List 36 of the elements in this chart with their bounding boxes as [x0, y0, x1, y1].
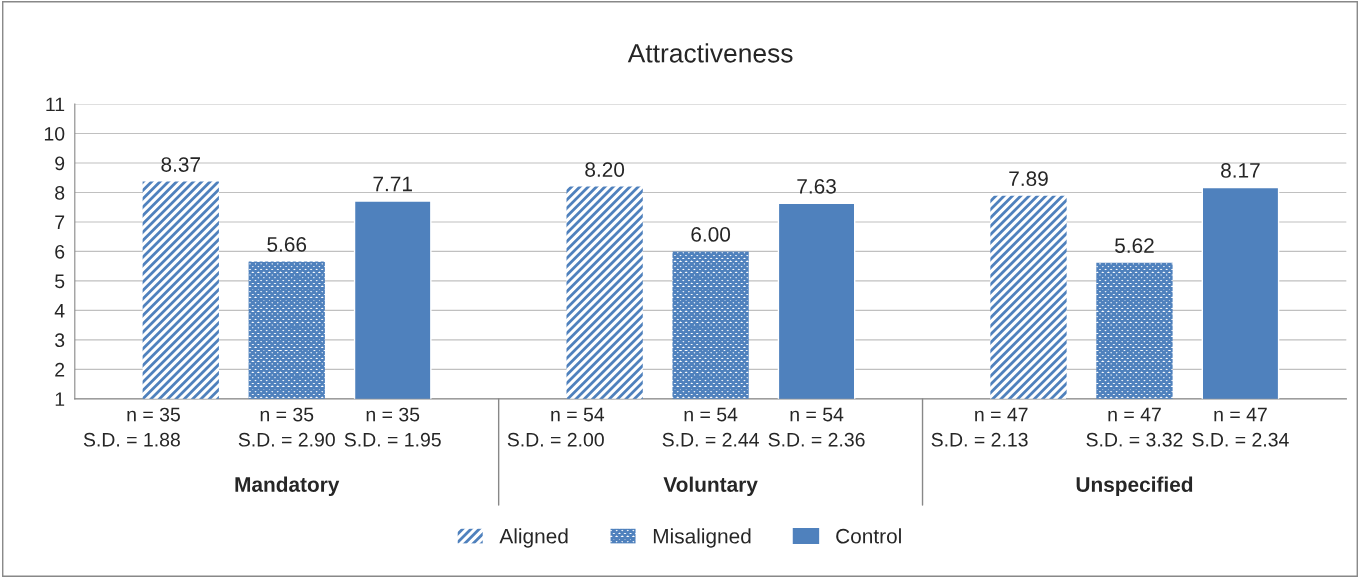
data-label: 6.00 [691, 227, 731, 242]
x-tick-label: Voluntary [663, 476, 758, 497]
text: n = 54 S.D. = 2.36 [768, 407, 865, 447]
text: n = 35 S.D. = 2.90 [238, 407, 335, 447]
data-label: 5.66 [267, 237, 307, 252]
legend-label: Misaligned [653, 528, 751, 548]
y-tick-label: 2 [55, 362, 65, 377]
text: n = 47 S.D. = 2.34 [1192, 407, 1289, 447]
data-label: 7.71 [373, 176, 412, 192]
data-label: 8.37 [161, 157, 200, 172]
y-tick-label: 5 [55, 274, 65, 289]
y-tick-label: 11 [46, 97, 65, 112]
y-tick-label: 10 [44, 126, 65, 141]
y-tick-label: 1 [55, 392, 65, 406]
x-tick-label: Mandatory [235, 476, 340, 497]
text: n = 54 S.D. = 2.44 [662, 407, 759, 447]
legend-label: Aligned [499, 528, 568, 548]
legend-label: Control [836, 528, 901, 544]
y-tick-label: 8 [55, 185, 65, 200]
data-label: 5.62 [1115, 238, 1154, 253]
data-label: 8.17 [1221, 163, 1260, 178]
y-tick-label: 3 [55, 333, 65, 348]
y-tick-label: 4 [54, 304, 65, 318]
data-label: 8.20 [585, 162, 625, 177]
text: n = 54 S.D. = 2.00 [507, 407, 605, 447]
y-tick-label: 7 [55, 215, 65, 229]
y-tick-label: 6 [55, 244, 65, 259]
y-tick-label: 9 [55, 156, 65, 171]
x-tick-label: Unspecified [1076, 476, 1193, 497]
text: n = 35 S.D. = 1.95 [344, 407, 441, 447]
text: n = 35 S.D. = 1.88 [83, 407, 180, 447]
text: n = 47 S.D. = 3.32 [1086, 407, 1183, 447]
text: n = 47 S.D. = 2.13 [931, 407, 1028, 447]
data-label: 7.63 [797, 178, 836, 194]
data-label: 7.89 [1009, 171, 1048, 187]
chart-title: Attractiveness [627, 43, 793, 63]
